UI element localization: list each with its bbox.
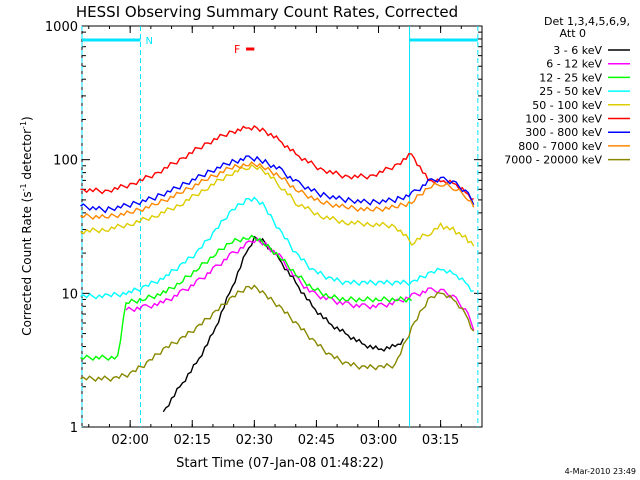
legend-entry-label: 100 - 300 keV bbox=[525, 113, 602, 126]
x-tick-label: 03:15 bbox=[422, 433, 459, 448]
night-flag-label: N bbox=[146, 36, 153, 47]
legend-entry-label: 12 - 25 keV bbox=[539, 71, 602, 84]
y-axis-label-sup2: -1 bbox=[19, 121, 28, 129]
series-line-7 bbox=[80, 161, 475, 220]
legend-header-line-2: Att 0 bbox=[560, 27, 586, 40]
x-tick-label: 02:15 bbox=[174, 433, 211, 448]
x-axis-label: Start Time (07-Jan-08 01:48:22) bbox=[176, 456, 384, 471]
observing-flags: NF bbox=[81, 26, 479, 427]
y-tick-label: 10 bbox=[61, 287, 78, 302]
x-tick-label: 02:30 bbox=[236, 433, 273, 448]
series-line-3 bbox=[80, 196, 474, 300]
x-tick-label: 02:45 bbox=[298, 433, 335, 448]
timestamp: 4-Mar-2010 23:49 bbox=[565, 467, 636, 476]
series-line-2 bbox=[80, 234, 413, 362]
series-line-4 bbox=[80, 164, 475, 247]
y-axis-label-mid: detector bbox=[20, 129, 34, 184]
x-axis: 02:00 02:15 02:30 02:45 03:00 03:15 bbox=[88, 26, 483, 448]
legend-entry-label: 300 - 800 keV bbox=[525, 126, 602, 139]
series-line-5 bbox=[80, 125, 474, 201]
x-tick-label: 03:00 bbox=[360, 433, 397, 448]
series-line-0 bbox=[162, 235, 405, 413]
legend-entry-label: 3 - 6 keV bbox=[553, 44, 602, 57]
series-line-1 bbox=[125, 237, 475, 331]
y-axis-label-main: Corrected Count Rate (s bbox=[20, 191, 34, 335]
flare-flag-label: F bbox=[234, 43, 240, 56]
y-tick-label: 100 bbox=[53, 154, 78, 169]
x-tick-label: 02:00 bbox=[111, 433, 148, 448]
legend-entry-label: 6 - 12 keV bbox=[546, 58, 602, 71]
series-lines bbox=[80, 125, 475, 413]
y-axis-label: Corrected Count Rate (s-1 detector-1) bbox=[19, 116, 34, 335]
y-tick-label: 1 bbox=[70, 421, 78, 436]
chart-title: HESSI Observing Summary Count Rates, Cor… bbox=[76, 3, 458, 21]
legend-entry-label: 7000 - 20000 keV bbox=[504, 154, 602, 167]
legend-entry-label: 800 - 7000 keV bbox=[518, 140, 602, 153]
legend-entry-label: 25 - 50 keV bbox=[539, 85, 602, 98]
legend-entry-label: 50 - 100 keV bbox=[532, 99, 602, 112]
y-axis-label-end: ) bbox=[20, 116, 34, 121]
legend-header-line-1: Det 1,3,4,5,6,9, bbox=[544, 15, 630, 28]
y-axis-label-sup1: -1 bbox=[19, 183, 28, 191]
y-tick-label: 1000 bbox=[45, 20, 78, 35]
series-line-6 bbox=[80, 155, 475, 214]
series-line-8 bbox=[80, 284, 475, 382]
y-axis: 1 10 100 1000 bbox=[45, 20, 482, 436]
